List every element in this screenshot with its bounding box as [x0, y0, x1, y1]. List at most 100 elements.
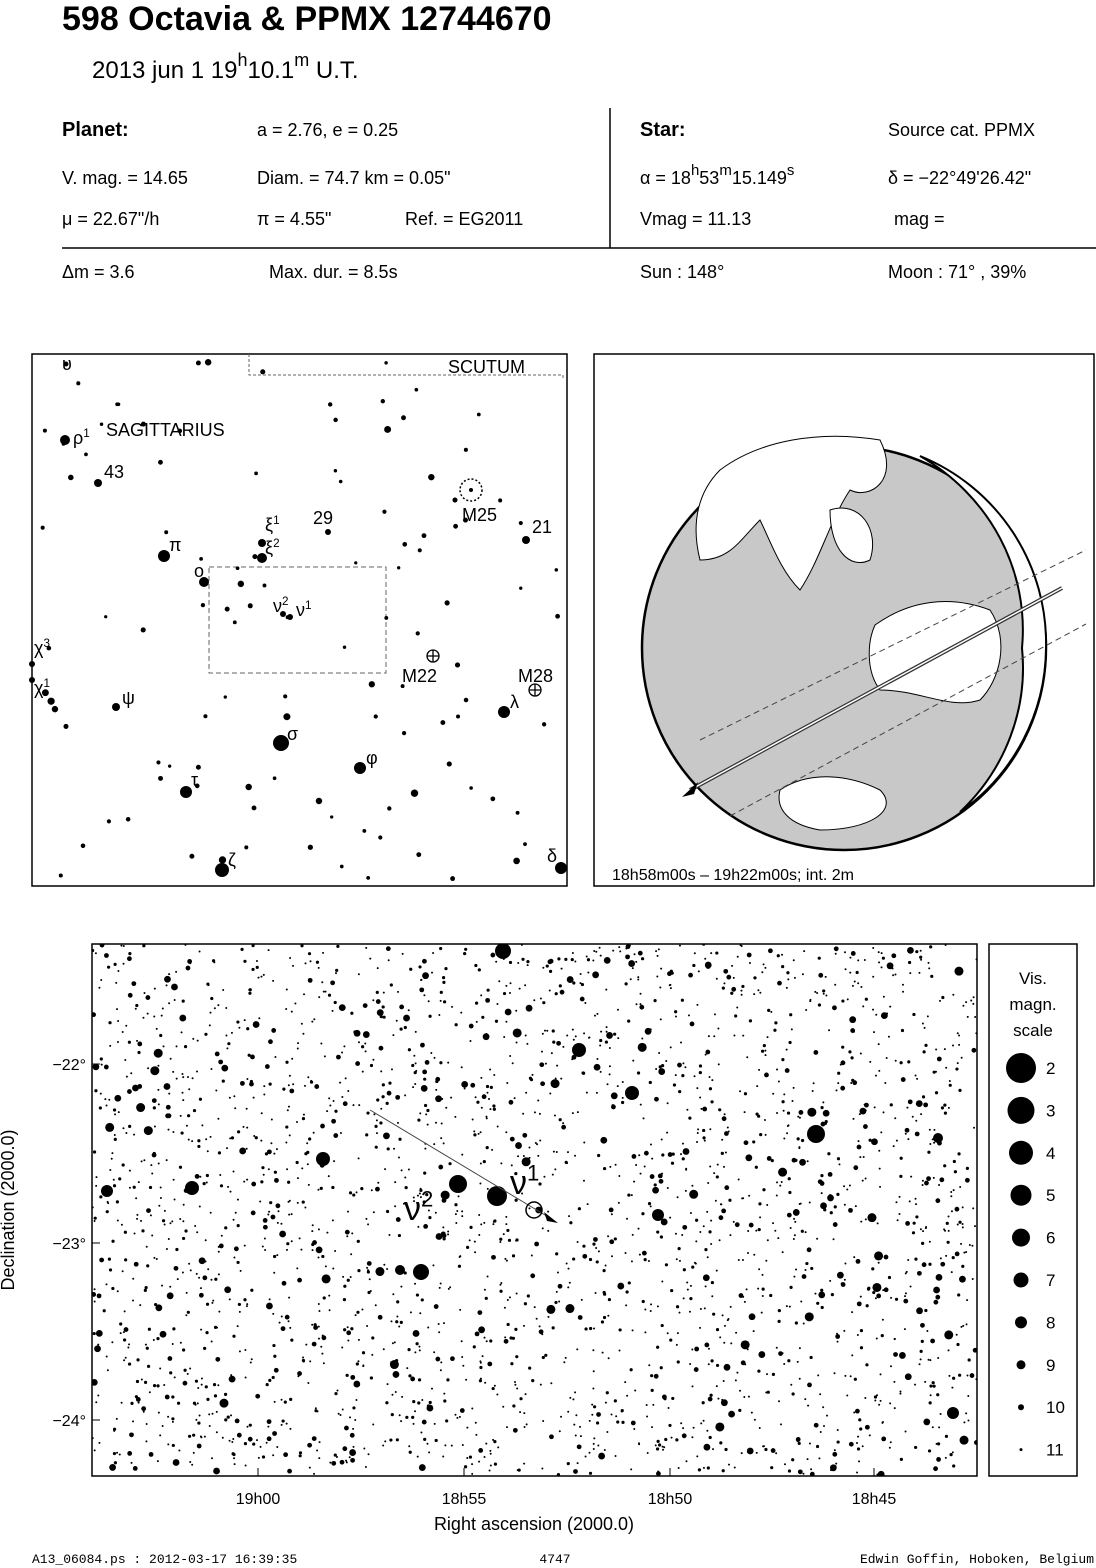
star — [858, 1113, 861, 1116]
star — [525, 1423, 528, 1426]
star — [696, 1141, 699, 1144]
star — [904, 1292, 907, 1295]
star — [438, 1013, 441, 1016]
star — [418, 1345, 421, 1348]
star — [729, 1234, 732, 1237]
star — [478, 1234, 481, 1237]
star — [307, 1382, 310, 1385]
star — [182, 1348, 186, 1352]
star — [204, 1239, 207, 1242]
star — [102, 1309, 106, 1313]
star — [400, 1285, 403, 1288]
star — [214, 1277, 218, 1281]
star — [629, 1368, 633, 1372]
star — [124, 1058, 127, 1061]
star — [109, 1168, 112, 1171]
star — [605, 1030, 608, 1033]
star — [894, 1117, 897, 1120]
star — [705, 964, 711, 969]
star — [186, 1310, 190, 1314]
star — [458, 1415, 461, 1418]
star — [504, 1336, 507, 1339]
star — [853, 1165, 859, 1171]
star — [304, 1206, 307, 1209]
star — [576, 1462, 579, 1465]
star — [606, 1083, 609, 1086]
star — [394, 1181, 397, 1184]
star — [748, 1222, 754, 1228]
star — [558, 984, 562, 988]
star — [428, 473, 435, 481]
star — [236, 1325, 239, 1328]
star — [246, 1126, 249, 1129]
star — [718, 1108, 722, 1112]
star — [349, 1432, 355, 1438]
star — [454, 1213, 457, 1216]
star — [861, 1179, 864, 1182]
star — [113, 1461, 118, 1465]
star — [862, 1005, 865, 1008]
star — [706, 1256, 709, 1259]
star — [816, 1237, 819, 1240]
star — [474, 1001, 479, 1005]
star — [329, 1104, 332, 1107]
star — [273, 1271, 276, 1274]
star-label: ξ2 — [265, 537, 280, 558]
star — [710, 1242, 713, 1245]
star — [413, 1264, 429, 1280]
star — [443, 1000, 447, 1004]
star — [914, 1131, 920, 1137]
star — [950, 1190, 953, 1193]
star — [572, 1038, 575, 1041]
star — [92, 948, 95, 953]
star — [213, 1467, 220, 1475]
star — [278, 1321, 281, 1324]
star — [287, 1084, 290, 1087]
date-text: 2013 jun 1 19 — [92, 57, 237, 84]
star — [307, 844, 313, 850]
star — [858, 1460, 861, 1463]
star — [400, 1169, 403, 1172]
star — [928, 1128, 931, 1131]
star — [489, 1464, 492, 1467]
star — [809, 1000, 812, 1003]
star — [574, 960, 577, 963]
star — [663, 1446, 666, 1449]
star — [150, 1164, 153, 1167]
star — [633, 953, 636, 956]
star — [412, 1422, 415, 1425]
star — [161, 1284, 164, 1287]
star — [395, 1359, 399, 1363]
star — [182, 1076, 185, 1079]
star — [509, 982, 512, 985]
star — [393, 1374, 396, 1377]
star — [445, 1419, 449, 1423]
star — [970, 999, 973, 1002]
star — [598, 946, 601, 949]
star — [473, 1240, 476, 1243]
star — [204, 1032, 208, 1036]
scale-dot — [1013, 1272, 1029, 1288]
star — [307, 952, 312, 956]
star — [758, 1202, 762, 1206]
star — [711, 1295, 714, 1298]
star — [221, 1079, 225, 1083]
star — [207, 984, 210, 987]
star — [889, 1441, 892, 1444]
star — [604, 1401, 607, 1404]
star — [655, 1068, 658, 1071]
star — [656, 1439, 660, 1443]
star — [215, 1356, 221, 1362]
star — [815, 1444, 820, 1449]
star — [541, 1032, 544, 1035]
star — [303, 1084, 306, 1087]
star — [533, 1111, 536, 1114]
footer-number: 4747 — [539, 1552, 570, 1567]
star-label: ν2 — [404, 1186, 433, 1228]
star — [771, 1372, 776, 1376]
star — [800, 1229, 804, 1233]
star — [128, 1169, 131, 1172]
star — [68, 474, 74, 481]
star — [479, 1131, 482, 1134]
label-sup: 3 — [43, 637, 50, 650]
